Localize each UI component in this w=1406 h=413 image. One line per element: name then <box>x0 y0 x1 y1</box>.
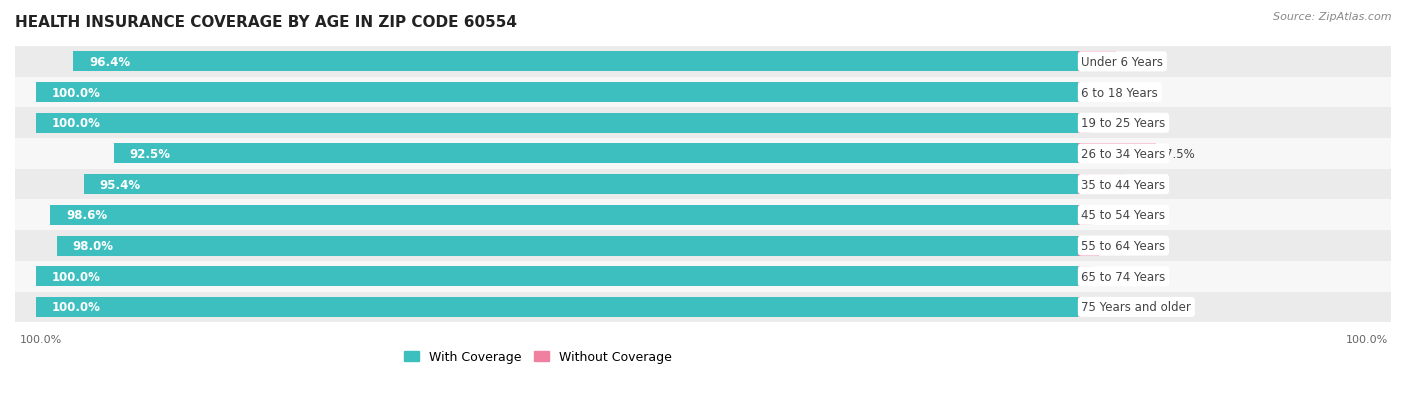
Bar <box>114 144 1078 164</box>
Text: 100.0%: 100.0% <box>52 301 100 313</box>
Text: 45 to 54 Years: 45 to 54 Years <box>1081 209 1166 222</box>
Text: Under 6 Years: Under 6 Years <box>1081 56 1163 69</box>
Text: 0.0%: 0.0% <box>1087 86 1116 100</box>
Bar <box>1078 114 1094 133</box>
Bar <box>1078 175 1126 195</box>
Text: 0.0%: 0.0% <box>1087 117 1116 130</box>
Text: 6 to 18 Years: 6 to 18 Years <box>1081 86 1159 100</box>
Bar <box>15 78 1391 108</box>
Bar <box>35 267 1078 287</box>
Bar <box>1078 144 1157 164</box>
Text: 35 to 44 Years: 35 to 44 Years <box>1081 178 1166 191</box>
Bar <box>56 236 1078 256</box>
Bar <box>73 52 1078 72</box>
Bar <box>15 292 1391 323</box>
Text: 100.0%: 100.0% <box>52 117 100 130</box>
Bar <box>51 205 1078 225</box>
Bar <box>35 297 1078 317</box>
Text: 4.6%: 4.6% <box>1135 178 1164 191</box>
Bar <box>1078 52 1116 72</box>
Bar <box>84 175 1078 195</box>
Text: 96.4%: 96.4% <box>89 56 131 69</box>
Text: 100.0%: 100.0% <box>20 335 62 344</box>
Bar <box>15 47 1391 78</box>
Text: 100.0%: 100.0% <box>52 270 100 283</box>
Text: 3.6%: 3.6% <box>1125 56 1154 69</box>
Bar <box>35 83 1078 103</box>
Text: 0.0%: 0.0% <box>1087 270 1116 283</box>
Text: Source: ZipAtlas.com: Source: ZipAtlas.com <box>1274 12 1392 22</box>
Bar <box>15 261 1391 292</box>
Text: 55 to 64 Years: 55 to 64 Years <box>1081 240 1166 252</box>
Bar <box>1078 205 1092 225</box>
Text: HEALTH INSURANCE COVERAGE BY AGE IN ZIP CODE 60554: HEALTH INSURANCE COVERAGE BY AGE IN ZIP … <box>15 15 517 30</box>
Bar <box>15 169 1391 200</box>
Text: 19 to 25 Years: 19 to 25 Years <box>1081 117 1166 130</box>
Text: 65 to 74 Years: 65 to 74 Years <box>1081 270 1166 283</box>
Text: 26 to 34 Years: 26 to 34 Years <box>1081 147 1166 161</box>
Text: 92.5%: 92.5% <box>129 147 170 161</box>
Text: 2.0%: 2.0% <box>1108 240 1137 252</box>
Bar <box>35 114 1078 133</box>
Text: 100.0%: 100.0% <box>1346 335 1388 344</box>
Text: 7.5%: 7.5% <box>1164 147 1195 161</box>
Bar <box>1078 297 1094 317</box>
Bar <box>15 139 1391 169</box>
Text: 1.4%: 1.4% <box>1101 209 1130 222</box>
Bar <box>15 200 1391 230</box>
Bar <box>1078 83 1094 103</box>
Bar <box>15 230 1391 261</box>
Text: 95.4%: 95.4% <box>100 178 141 191</box>
Legend: With Coverage, Without Coverage: With Coverage, Without Coverage <box>399 346 676 368</box>
Text: 0.0%: 0.0% <box>1087 301 1116 313</box>
Bar <box>1078 236 1099 256</box>
Bar <box>1078 267 1094 287</box>
Bar <box>15 108 1391 139</box>
Text: 75 Years and older: 75 Years and older <box>1081 301 1191 313</box>
Text: 98.6%: 98.6% <box>66 209 107 222</box>
Text: 100.0%: 100.0% <box>52 86 100 100</box>
Text: 98.0%: 98.0% <box>72 240 114 252</box>
